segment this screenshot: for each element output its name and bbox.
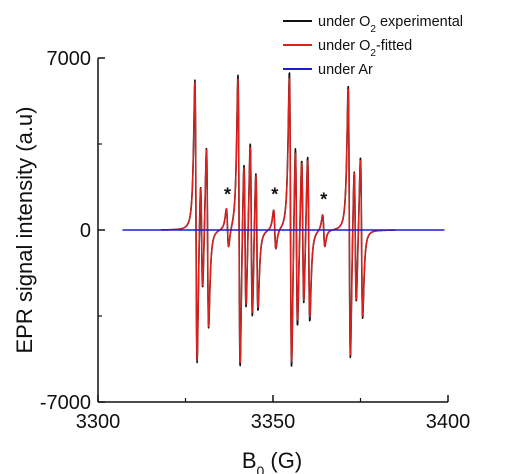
x-axis-label: B0 (G) [242,448,302,474]
y-tick-label: 7000 [47,48,92,70]
y-tick-label: 0 [80,220,91,242]
legend-entry: under Ar [318,62,373,78]
x-tick-label: 3350 [251,411,296,433]
x-axis-label-unit: (G) [264,448,302,473]
legend-entry: under O2 experimental [318,14,463,35]
legend: under O2 experimental under O2-fitted unde… [283,14,463,78]
x-axis-label-sub: 0 [257,463,265,474]
legend-entry: under O2-fitted [318,38,412,59]
annotations: * * * [224,185,327,210]
y-axis-label: EPR signal intensity (a.u) [12,107,37,354]
impurity-marker: * [320,189,327,209]
impurity-marker: * [271,185,278,205]
x-tick-label: 3400 [426,411,471,433]
x-tick-label: 3300 [76,411,121,433]
series-layer [122,72,445,367]
impurity-marker: * [224,185,231,205]
y-tick-label: -7000 [40,392,91,414]
series-line-1 [160,77,396,364]
axes: -7000 0 7000 3300 3350 3400 [40,48,470,433]
x-axis-label-main: B [242,448,257,473]
